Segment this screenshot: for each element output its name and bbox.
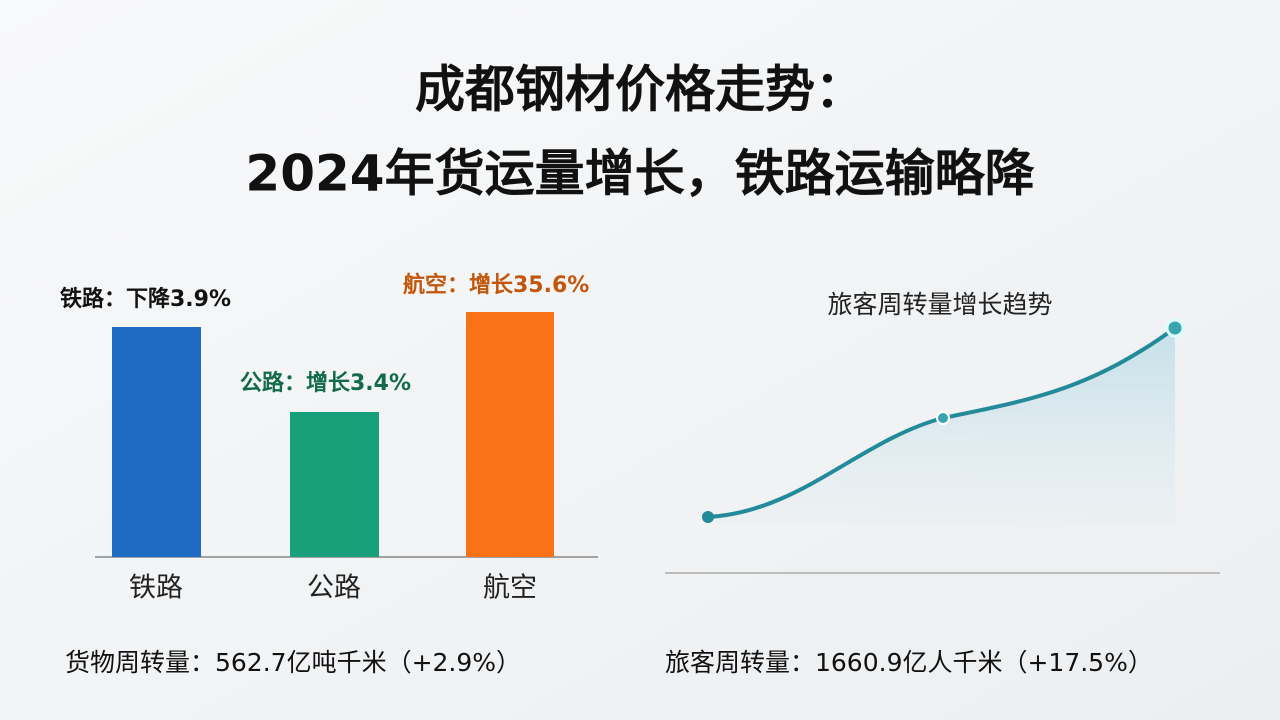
title-line-1: 成都钢材价格走势： — [415, 61, 865, 119]
title-line-2: 2024年货运量增长，铁路运输略降 — [245, 145, 1034, 203]
bar — [290, 412, 379, 557]
bar-label: 铁路：下降3.9% — [60, 286, 231, 312]
bar-label: 公路：增长3.4% — [240, 370, 411, 396]
category-label: 铁路 — [129, 573, 183, 604]
point — [936, 411, 950, 425]
category-label: 航空 — [483, 573, 537, 604]
freight-summary: 货物周转量：562.7亿吨千米（+2.9%） — [65, 648, 521, 677]
passenger-summary: 旅客周转量：1660.9亿人千米（+17.5%） — [665, 648, 1153, 677]
point — [1165, 318, 1185, 338]
line-title: 旅客周转量增长趋势 — [827, 290, 1052, 319]
category-label: 公路 — [307, 573, 361, 604]
bar-label: 航空：增长35.6% — [403, 272, 589, 298]
point — [702, 511, 714, 523]
bar — [466, 312, 554, 557]
bar — [112, 327, 201, 557]
area — [708, 328, 1175, 525]
